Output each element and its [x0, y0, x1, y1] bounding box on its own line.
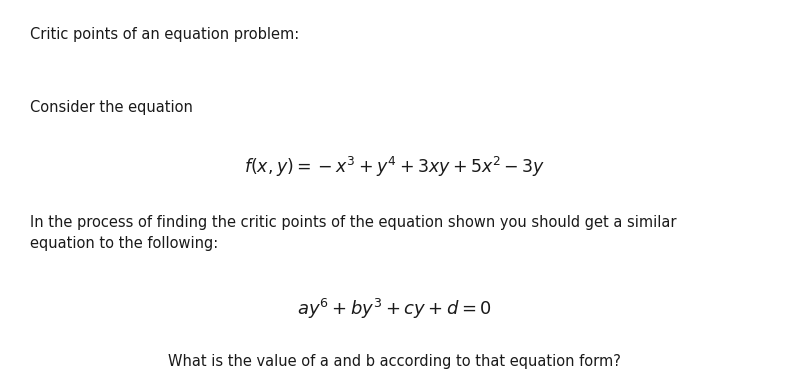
Text: $f(x,y) = -x^3 + y^4 + 3xy + 5x^2 - 3y$: $f(x,y) = -x^3 + y^4 + 3xy + 5x^2 - 3y$ — [244, 155, 545, 179]
Text: What is the value of a and b according to that equation form?: What is the value of a and b according t… — [168, 354, 621, 369]
Text: Critic points of an equation problem:: Critic points of an equation problem: — [30, 27, 299, 42]
Text: In the process of finding the critic points of the equation shown you should get: In the process of finding the critic poi… — [30, 215, 676, 251]
Text: $ay^6 + by^3 + cy + d = 0$: $ay^6 + by^3 + cy + d = 0$ — [297, 297, 492, 321]
Text: Consider the equation: Consider the equation — [30, 100, 193, 115]
